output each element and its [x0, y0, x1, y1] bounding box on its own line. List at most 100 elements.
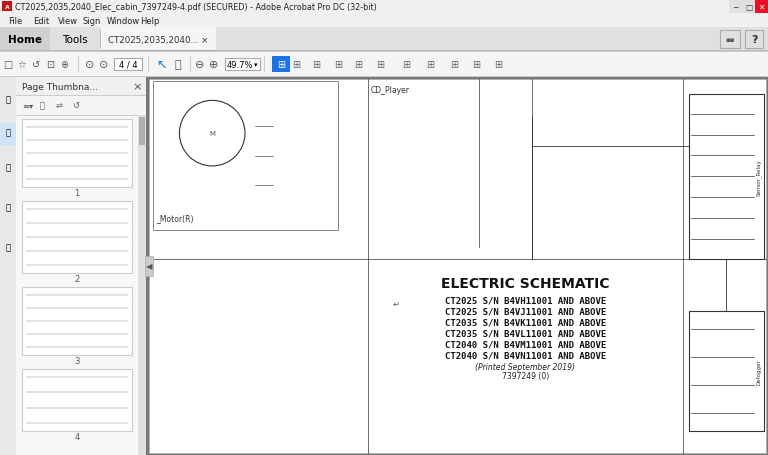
Text: ?: ? [751, 35, 757, 45]
Bar [0, 52, 768, 53]
Text: ✋: ✋ [174, 60, 181, 70]
Bar [146, 78, 768, 455]
Bar [16, 78, 146, 455]
Bar [22, 202, 132, 273]
Bar [78, 57, 79, 73]
Text: Window: Window [108, 16, 141, 25]
Text: ⇌: ⇌ [56, 101, 63, 110]
Bar [742, 0, 755, 14]
Text: ↺: ↺ [72, 101, 79, 110]
Text: ⊞: ⊞ [402, 60, 410, 70]
Text: ▪▪: ▪▪ [725, 37, 735, 43]
Text: ─: ─ [733, 2, 738, 11]
Text: 49.7%: 49.7% [227, 61, 253, 69]
Text: 📄: 📄 [5, 243, 11, 252]
Text: CT2025,2035,2040... ×: CT2025,2035,2040... × [108, 35, 208, 45]
Bar [0, 14, 768, 28]
Text: 📋: 📋 [5, 128, 11, 137]
Text: □: □ [745, 2, 752, 11]
Text: ⊞: ⊞ [277, 60, 285, 70]
Bar [145, 257, 153, 276]
Text: ≡▾: ≡▾ [22, 101, 33, 110]
Text: ⊞: ⊞ [494, 60, 502, 70]
Text: CT2040 S/N B4VN11001 AND ABOVE: CT2040 S/N B4VN11001 AND ABOVE [445, 351, 606, 360]
Text: Sign: Sign [82, 16, 101, 25]
Bar [22, 288, 132, 355]
Bar [22, 120, 132, 187]
Bar [729, 0, 742, 14]
Bar [272, 57, 290, 73]
Bar [689, 95, 764, 259]
Text: ☆: ☆ [18, 60, 26, 70]
Text: CT2025 S/N B4VJ11001 AND ABOVE: CT2025 S/N B4VJ11001 AND ABOVE [445, 307, 606, 316]
Bar [16, 96, 146, 116]
Text: _Motor(R): _Motor(R) [156, 213, 194, 222]
Text: CT2025 S/N B4VH11001 AND ABOVE: CT2025 S/N B4VH11001 AND ABOVE [445, 296, 606, 305]
Text: ⊞: ⊞ [354, 60, 362, 70]
Bar [16, 116, 146, 117]
Text: 7397249 (0): 7397249 (0) [502, 371, 549, 379]
Bar [225, 59, 260, 71]
Text: Sensor_Relay: Sensor_Relay [756, 158, 762, 195]
Bar [190, 57, 191, 73]
Text: 🔖: 🔖 [5, 163, 11, 172]
Text: CD_Player: CD_Player [371, 86, 410, 95]
Text: CT2035 S/N B4VK11001 AND ABOVE: CT2035 S/N B4VK11001 AND ABOVE [445, 318, 606, 327]
Text: ◀: ◀ [146, 262, 152, 271]
Bar [101, 51, 216, 52]
Text: 2: 2 [74, 275, 80, 284]
Text: Defogger: Defogger [756, 358, 762, 384]
Bar [16, 78, 146, 96]
Bar [689, 311, 764, 430]
Text: ▾: ▾ [254, 62, 258, 68]
Text: ⊙: ⊙ [85, 60, 94, 70]
Text: 4: 4 [74, 433, 80, 441]
Bar [16, 96, 146, 97]
Text: ↖: ↖ [157, 58, 167, 71]
Text: ⊙: ⊙ [99, 60, 109, 70]
Text: ⊞: ⊞ [292, 60, 300, 70]
Text: (Printed September 2019): (Printed September 2019) [475, 362, 575, 371]
Bar [114, 59, 142, 71]
Bar [0, 124, 16, 146]
Bar [153, 82, 338, 231]
Text: ⊞: ⊞ [376, 60, 384, 70]
Text: ⊞: ⊞ [426, 60, 434, 70]
Bar [149, 80, 766, 453]
Text: ⊡: ⊡ [46, 60, 54, 70]
Text: A: A [5, 5, 9, 10]
Text: ⊞: ⊞ [334, 60, 342, 70]
Bar [22, 369, 132, 431]
Bar [138, 116, 146, 455]
Bar [745, 31, 763, 49]
Text: ⊕: ⊕ [60, 60, 68, 70]
Bar [100, 31, 101, 49]
Bar [0, 51, 768, 52]
Text: CT2025,2035,2040_Elec_cabin_7397249-4.pdf (SECURED) - Adobe Acrobat Pro DC (32-b: CT2025,2035,2040_Elec_cabin_7397249-4.pd… [15, 2, 377, 11]
Bar [264, 57, 265, 73]
Text: CT2040 S/N B4VM11001 AND ABOVE: CT2040 S/N B4VM11001 AND ABOVE [445, 340, 606, 349]
Text: 1: 1 [74, 189, 80, 198]
Text: ↵: ↵ [392, 299, 399, 308]
Text: 3: 3 [74, 357, 80, 366]
Text: Help: Help [141, 16, 160, 25]
Bar [0, 78, 16, 455]
Text: 4 / 4: 4 / 4 [119, 61, 137, 69]
Bar [0, 28, 50, 52]
Text: ⊞: ⊞ [312, 60, 320, 70]
Text: 📎: 📎 [5, 203, 11, 212]
Bar [0, 0, 768, 14]
Text: Page Thumbna...: Page Thumbna... [22, 82, 98, 91]
Text: ✕: ✕ [758, 2, 765, 11]
Text: File: File [8, 16, 22, 25]
Text: ⊖: ⊖ [195, 60, 205, 70]
Text: 🔒: 🔒 [5, 95, 11, 104]
Bar [0, 28, 768, 52]
Text: ⊞: ⊞ [472, 60, 480, 70]
Bar [720, 31, 740, 49]
Text: □: □ [3, 60, 12, 70]
Bar [0, 52, 768, 78]
Text: Edit: Edit [33, 16, 49, 25]
Text: M: M [209, 131, 215, 137]
Text: ×: × [132, 82, 141, 92]
